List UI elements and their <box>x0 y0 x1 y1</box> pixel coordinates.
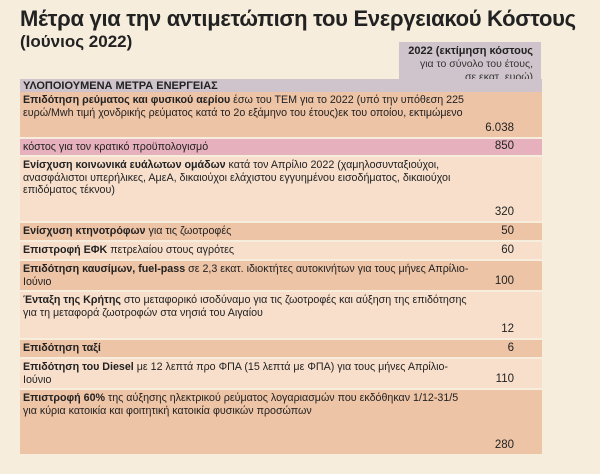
measure-title: Επιστροφή ΕΦΚ <box>23 244 108 256</box>
table-row: Επιδότηση καυσίμων, fuel-pass σε 2,3 εκα… <box>20 261 542 292</box>
measure-title: Ένταξη της Κρήτης <box>23 294 121 306</box>
measure-description: πετρελαίου στους αγρότες <box>107 244 235 256</box>
table-row: Ένταξη της Κρήτης στο μεταφορικό ισοδύνα… <box>20 292 542 340</box>
measure-cost: 850 <box>494 140 514 153</box>
measure-description: κόστος για τον κρατικό προϋπολογισμό <box>23 141 209 153</box>
cost-column-header-line1: 2022 (εκτίμηση κόστους <box>408 45 533 57</box>
table-row: κόστος για τον κρατικό προϋπολογισμό 850 <box>20 139 542 157</box>
measure-title: Επιδότηση καυσίμων, fuel-pass <box>23 263 186 275</box>
measure-description: για τις ζωοτροφές <box>145 225 232 237</box>
page-subtitle: (Ιούνιος 2022) <box>20 32 133 51</box>
measure-cost: 110 <box>495 373 514 386</box>
table-row: Επιδότηση ταξί 6 <box>20 340 542 359</box>
table-row: Επιστροφή ΕΦΚ πετρελαίου στους αγρότες 6… <box>20 242 542 261</box>
table-row: Επιδότηση του Diesel με 12 λεπτά προ ΦΠΑ… <box>20 359 542 390</box>
measure-title: Επιδότηση ρεύματος και φυσικού αερίου <box>23 94 231 106</box>
measure-cost: 50 <box>501 225 514 238</box>
measure-description: της αύξησης ηλεκτρικού ρεύματος λογαριασ… <box>23 392 459 417</box>
table-row: Επιδότηση ρεύματος και φυσικού αερίου έσ… <box>20 92 542 139</box>
table-row: Ενίσχυση κοινωνικά ευάλωτων ομάδων κατά … <box>20 157 542 223</box>
measure-title: Ενίσχυση κοινωνικά ευάλωτων ομάδων <box>23 159 226 171</box>
measure-cost: 6 <box>507 342 514 355</box>
measure-title: Επιδότηση ταξί <box>23 342 101 354</box>
measure-cost: 12 <box>501 323 514 336</box>
measures-table: ΥΛΟΠΟΙΟΥΜΕΝΑ ΜΕΤΡΑ ΕΝΕΡΓΕΙΑΣ Επιδότηση ρ… <box>20 79 542 456</box>
section-header: ΥΛΟΠΟΙΟΥΜΕΝΑ ΜΕΤΡΑ ΕΝΕΡΓΕΙΑΣ <box>20 79 542 92</box>
table-row: Ενίσχυση κτηνοτρόφων για τις ζωοτροφές 5… <box>20 223 542 242</box>
measure-title: Επιστροφή 60% <box>23 392 106 404</box>
measure-title: Επιδότηση του Diesel <box>23 361 134 373</box>
page-title: Μέτρα για την αντιμετώπιση του Ενεργειακ… <box>20 6 576 31</box>
measure-cost: 100 <box>494 275 514 288</box>
measure-title: Ενίσχυση κτηνοτρόφων <box>23 225 146 237</box>
measure-description: κατά τον Απρίλιο 2022 (χαμηλοσυνταξιούχο… <box>23 159 451 197</box>
table-row: Επιστροφή 60% της αύξησης ηλεκτρικού ρεύ… <box>20 390 542 456</box>
measure-cost: 320 <box>494 206 514 219</box>
measure-description: στο μεταφορικό ισοδύναμο για τις ζωοτροφ… <box>23 294 467 319</box>
measure-cost: 6.038 <box>485 122 514 135</box>
measure-description: με 12 λεπτά προ ΦΠΑ (15 λεπτά με ΦΠΑ) γι… <box>23 361 448 386</box>
cost-column-header-line2: για το σύνολο του έτους, <box>419 58 533 70</box>
measure-description: σε 2,3 εκατ. ιδιοκτήτες αυτοκινήτων για … <box>23 263 469 288</box>
measure-cost: 280 <box>494 439 514 452</box>
measure-cost: 60 <box>501 244 514 257</box>
measure-description: έσω του ΤΕΜ για το 2022 (υπό την υπόθεση… <box>23 94 464 119</box>
